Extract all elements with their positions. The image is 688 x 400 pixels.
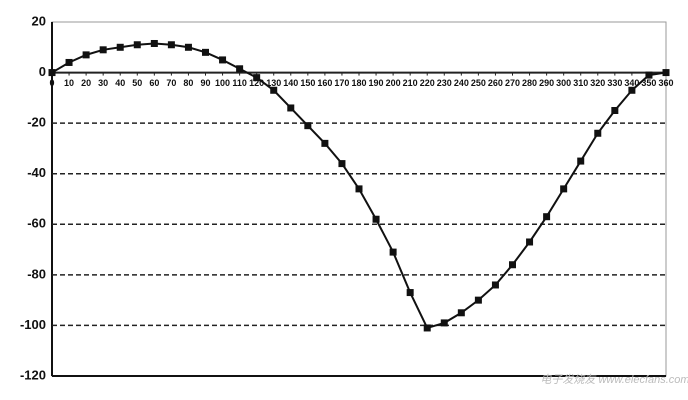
x-tick-label: 10 xyxy=(64,78,74,88)
x-tick-label: 160 xyxy=(317,78,332,88)
point-marker xyxy=(65,58,73,66)
point-marker xyxy=(423,324,431,332)
point-marker xyxy=(474,296,482,304)
point-marker xyxy=(236,65,244,73)
x-tick-label: 0 xyxy=(49,78,54,88)
x-tick-label: 250 xyxy=(471,78,486,88)
point-marker xyxy=(645,71,653,79)
x-tick-label: 200 xyxy=(386,78,401,88)
point-marker xyxy=(321,139,329,147)
x-tick-label: 70 xyxy=(166,78,176,88)
y-tick-label: -20 xyxy=(27,115,46,130)
point-marker xyxy=(372,215,380,223)
x-tick-label: 270 xyxy=(505,78,520,88)
x-tick-label: 50 xyxy=(132,78,142,88)
point-marker xyxy=(287,104,295,112)
point-marker xyxy=(253,74,261,82)
x-tick-label: 90 xyxy=(200,78,210,88)
x-tick-label: 80 xyxy=(183,78,193,88)
x-tick-label: 340 xyxy=(624,78,639,88)
x-tick-label: 260 xyxy=(488,78,503,88)
point-marker xyxy=(270,86,278,94)
x-tick-label: 310 xyxy=(573,78,588,88)
x-tick-label: 110 xyxy=(232,78,247,88)
point-marker xyxy=(457,309,465,317)
point-marker xyxy=(389,248,397,256)
y-tick-label: -100 xyxy=(20,317,46,332)
x-tick-label: 350 xyxy=(641,78,656,88)
point-marker xyxy=(509,261,516,269)
point-marker xyxy=(304,122,312,130)
x-tick-label: 30 xyxy=(98,78,108,88)
x-tick-label: 40 xyxy=(115,78,125,88)
x-tick-label: 330 xyxy=(607,78,622,88)
x-tick-label: 320 xyxy=(590,78,605,88)
x-tick-label: 220 xyxy=(420,78,435,88)
x-tick-label: 190 xyxy=(369,78,384,88)
point-marker xyxy=(48,69,56,77)
point-marker xyxy=(82,51,90,59)
point-marker xyxy=(338,160,346,168)
point-marker xyxy=(184,43,192,51)
point-marker xyxy=(406,289,414,297)
y-tick-label: -40 xyxy=(27,165,46,180)
x-tick-label: 180 xyxy=(351,78,366,88)
point-marker xyxy=(662,69,670,77)
x-tick-label: 20 xyxy=(81,78,91,88)
x-tick-label: 290 xyxy=(539,78,554,88)
x-tick-label: 120 xyxy=(249,78,264,88)
point-marker xyxy=(133,41,141,49)
x-tick-label: 240 xyxy=(454,78,469,88)
point-marker xyxy=(491,281,499,289)
x-tick-label: 140 xyxy=(283,78,298,88)
x-tick-label: 280 xyxy=(522,78,537,88)
x-tick-label: 130 xyxy=(266,78,281,88)
point-marker xyxy=(150,39,158,47)
x-tick-label: 100 xyxy=(215,78,230,88)
point-marker xyxy=(355,185,363,193)
y-tick-label: 0 xyxy=(39,64,46,79)
x-tick-label: 170 xyxy=(334,78,349,88)
point-marker xyxy=(116,43,124,51)
x-tick-label: 60 xyxy=(149,78,159,88)
watermark: 电子发烧友 www.elecfans.com xyxy=(540,373,688,386)
x-tick-label: 360 xyxy=(658,78,673,88)
point-marker xyxy=(440,319,448,327)
y-tick-label: 20 xyxy=(32,13,46,28)
point-marker xyxy=(594,129,602,137)
y-tick-label: -120 xyxy=(20,367,46,382)
point-marker xyxy=(543,213,551,221)
point-marker xyxy=(99,46,107,54)
point-marker xyxy=(611,107,619,114)
x-tick-label: 300 xyxy=(556,78,571,88)
y-tick-label: -60 xyxy=(27,216,46,231)
point-marker xyxy=(577,157,585,165)
point-marker xyxy=(219,56,227,64)
point-marker xyxy=(560,185,568,193)
point-marker xyxy=(526,238,534,246)
x-tick-label: 210 xyxy=(403,78,418,88)
point-marker xyxy=(628,86,636,94)
y-tick-label: -80 xyxy=(27,266,46,281)
point-marker xyxy=(167,41,175,49)
point-marker xyxy=(202,48,209,56)
x-tick-label: 150 xyxy=(300,78,315,88)
x-tick-label: 230 xyxy=(437,78,452,88)
